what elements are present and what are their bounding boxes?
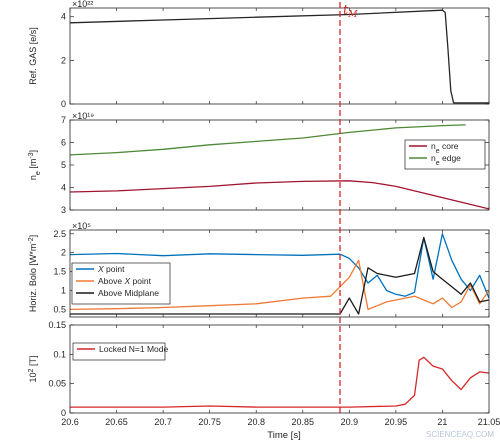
panels: 0 2 4 ×10²² Ref. GAS [e/s] 3 4 5 6 7 ×10¹⁹ ne [m-3]… [28,0,490,418]
y-tick-label: 0.05 [48,379,66,389]
y-tick-label: 0.1 [53,349,66,359]
y-tick-label: 7 [61,115,66,125]
series-line-3-1 [70,233,489,299]
y-exponent: ×10⁵ [72,221,91,231]
y-tick-label: 3 [61,205,66,215]
panel-3: 0.5 1 1.5 2 2.5 ×10⁵ Horiz. Bolo [W*m-2] X poin… [28,221,490,318]
y-tick-label: 2.5 [53,229,66,239]
panel-1: 0 2 4 ×10²² Ref. GAS [e/s] [28,0,490,109]
legend-entry: X point [97,264,125,274]
legend: X point Above X point Above Midplane [71,262,171,305]
watermark: SCIENCEAQ.COM [426,430,494,439]
panel-4: 0 0.05 0.1 0.15 102 [T] Locked N=1 Mode [28,320,490,418]
series-line-4-1 [70,356,489,408]
axes-frame [69,119,490,211]
y-tick-label: 2 [61,248,66,258]
axes-frame [69,229,490,318]
x-tick-label: 20.65 [105,417,128,427]
axes-frame [69,7,490,105]
legend-entry: ne edge [431,153,461,167]
y-tick-label: 4 [61,12,66,22]
series-line-2-2 [70,124,466,156]
x-tick-label: 21 [437,417,447,427]
y-exponent: ×10¹⁹ [72,111,94,121]
tm-marker-label: tM [343,3,358,20]
legend-entry: Above Midplane [98,288,159,298]
series-line-1-1 [70,9,489,104]
y-tick-label: 4 [61,183,66,193]
y-tick-label: 0.15 [48,320,66,330]
y-tick-label: 1.5 [53,267,66,277]
plot-area [70,8,489,104]
x-tick-label: 20.95 [385,417,408,427]
x-tick-label: 20.7 [154,417,172,427]
x-tick-label: 20.6 [61,417,79,427]
legend-box [404,139,486,170]
x-tick-label: 20.8 [247,417,265,427]
y-axis-label: Ref. GAS [e/s] [28,27,38,85]
legend: Locked N=1 Mode [72,342,168,361]
y-tick-label: 0.5 [53,304,66,314]
y-exponent: ×10²² [72,0,93,9]
y-tick-label: 0 [61,408,66,418]
y-tick-label: 5 [61,160,66,170]
x-tick-label: 20.85 [292,417,315,427]
legend-box [72,342,166,361]
y-tick-label: 0 [61,99,66,109]
plot-area [70,325,489,413]
x-tick-label: 20.9 [341,417,359,427]
y-tick-label: 1 [61,286,66,296]
legend-entry: ne core [431,141,459,155]
series-line-3-2 [70,259,489,311]
legend-entry: Above X point [98,276,152,286]
y-axis-label: Horiz. Bolo [W*m-2] [28,235,39,312]
x-axis-label: Time [s] [267,430,300,441]
series-line-3-3 [70,236,489,315]
legend-box [71,262,171,305]
legend-entry: Locked N=1 Mode [99,344,168,354]
y-axis-label: 102 [T] [28,356,39,383]
series-line-2-1 [70,180,489,210]
x-tick-label: 20.75 [198,417,221,427]
x-axis: 20.6 20.65 20.7 20.75 20.8 20.85 20.9 20.95 21 21… [61,417,500,427]
axes-frame [69,324,490,414]
x-tick-label: 21.05 [478,417,500,427]
y-tick-label: 6 [61,138,66,148]
y-axis-label: ne [m-3] [28,150,42,180]
y-tick-label: 2 [61,55,66,65]
